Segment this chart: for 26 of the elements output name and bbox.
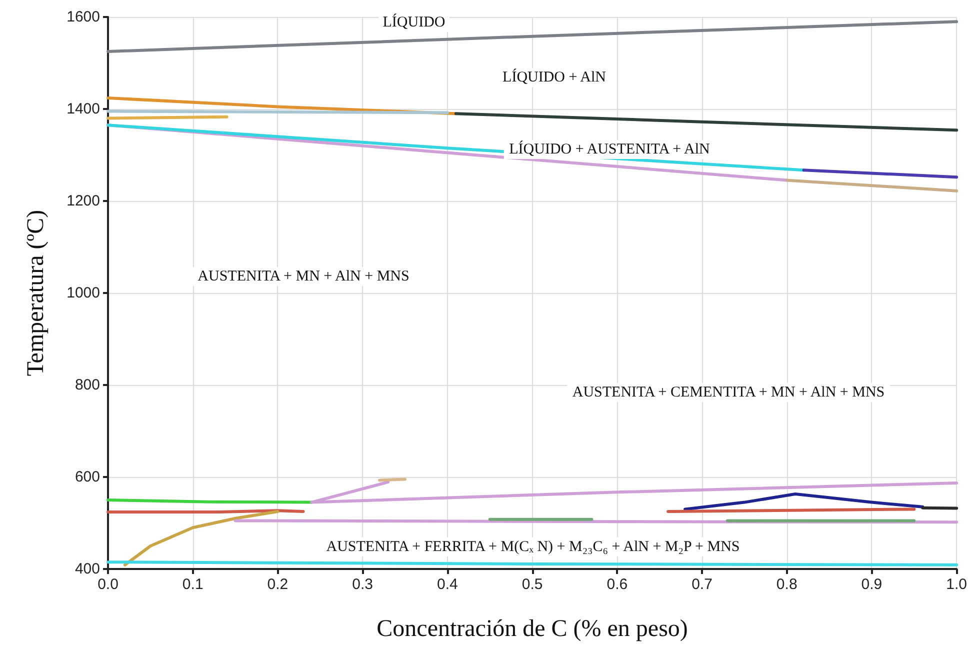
- x-tick-label: 0.7: [692, 576, 712, 593]
- annotation: LÍQUIDO: [382, 14, 446, 31]
- x-tick-label: 0.5: [522, 576, 543, 593]
- x-axis-title: Concentración de C (% en peso): [376, 616, 688, 642]
- x-tick-label: 0.1: [182, 576, 204, 593]
- y-tick-label: 800: [74, 376, 100, 394]
- annotation: LÍQUIDO + AUSTENITA + AlN: [509, 140, 710, 158]
- x-tick-label: 0.6: [606, 576, 628, 593]
- x-tick-label: 0.9: [861, 576, 882, 593]
- annotation: LÍQUIDO + AlN: [502, 68, 606, 86]
- annotation: AUSTENITA + FERRITA + M(Cₓ N) + M₂₃C₆ + AlN + M₂P + MNS: [326, 538, 740, 555]
- annotation: AUSTENITA + MN + AlN + MNS: [198, 268, 410, 284]
- annotation: AUSTENITA + CEMENTITA + MN + AlN + MNS: [572, 384, 885, 400]
- x-tick-label: 0.3: [352, 576, 373, 593]
- y-axis-title: Temperatura (ºC): [23, 210, 49, 376]
- y-tick-label: 1000: [66, 284, 100, 302]
- y-tick-label: 1200: [66, 192, 100, 210]
- x-tick-label: 0.8: [776, 576, 798, 593]
- x-tick-label: 0.0: [98, 576, 118, 593]
- y-tick-label: 1600: [66, 8, 100, 26]
- y-tick-label: 1400: [66, 100, 100, 118]
- x-tick-label: 0.2: [267, 576, 288, 593]
- y-tick-label: 400: [74, 560, 100, 578]
- x-tick-label: 0.4: [437, 576, 458, 593]
- y-tick-label: 600: [74, 468, 100, 486]
- x-tick-label: 1.0: [946, 576, 968, 593]
